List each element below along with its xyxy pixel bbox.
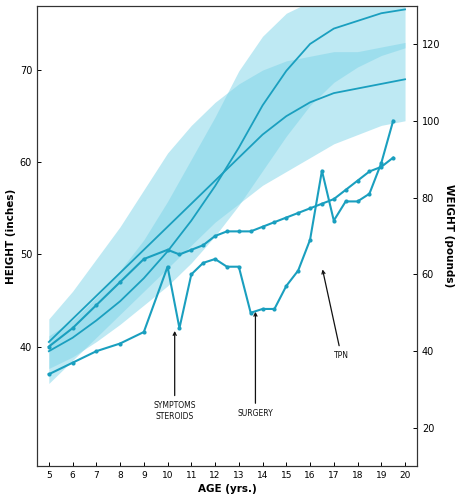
- Text: SURGERY: SURGERY: [237, 313, 273, 418]
- Y-axis label: HEIGHT (inches): HEIGHT (inches): [6, 188, 16, 284]
- X-axis label: AGE (yrs.): AGE (yrs.): [197, 484, 256, 494]
- Text: SYMPTOMS
STEROIDS: SYMPTOMS STEROIDS: [153, 332, 196, 420]
- Text: TPN: TPN: [321, 271, 348, 360]
- Y-axis label: WEIGHT (pounds): WEIGHT (pounds): [443, 184, 453, 288]
